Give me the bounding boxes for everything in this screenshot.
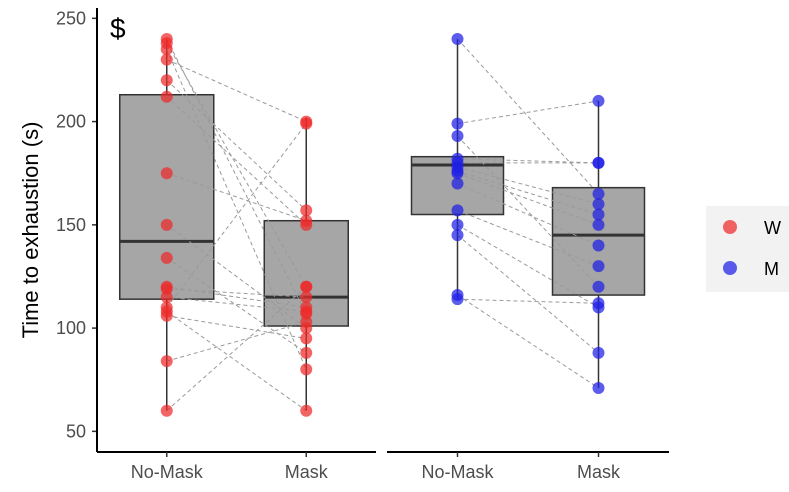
point-w <box>300 214 313 227</box>
point-w <box>300 305 313 318</box>
y-tick-label: 50 <box>66 421 86 441</box>
point-w <box>160 251 173 264</box>
pair-line-w <box>166 257 307 354</box>
point-w <box>300 363 313 376</box>
point-m <box>451 229 464 242</box>
pair-line-w <box>166 49 307 370</box>
pair-line-w <box>166 96 307 226</box>
point-w <box>160 282 173 295</box>
x-tick-label: Mask <box>577 462 621 482</box>
point-m <box>592 260 605 273</box>
point-w <box>300 291 313 304</box>
legend-background <box>706 206 789 292</box>
pair-line-m <box>457 209 599 267</box>
pair-line-m <box>457 158 599 164</box>
point-m <box>592 239 605 252</box>
pair-line-m <box>457 294 599 389</box>
point-w <box>160 355 173 368</box>
pair-line-w <box>166 315 307 339</box>
point-w <box>160 404 173 417</box>
point-m <box>451 32 464 45</box>
pair-line-w <box>166 311 307 412</box>
point-m <box>592 280 605 293</box>
pair-line-w <box>166 59 307 123</box>
pair-line-w <box>166 42 307 288</box>
point-m <box>592 297 605 310</box>
legend: W M <box>706 206 789 292</box>
point-m <box>451 130 464 143</box>
pair-line-w <box>166 172 307 222</box>
legend-label-w: W <box>764 218 781 238</box>
point-m <box>592 208 605 221</box>
legend-label-m: M <box>764 259 779 279</box>
point-m <box>592 94 605 107</box>
y-tick-label: 150 <box>56 215 86 235</box>
plot-layer: 50 100 150 200 250 No-Mask Mask No-Mask Mask <box>56 8 669 482</box>
panel-annotation: $ <box>110 13 126 44</box>
pair-line-m <box>457 170 599 215</box>
pair-line-w <box>166 288 307 298</box>
x-tick-label: No-Mask <box>131 462 204 482</box>
point-w <box>160 43 173 56</box>
point-w <box>300 332 313 345</box>
pair-line-w <box>166 123 307 308</box>
point-m <box>451 218 464 231</box>
pair-line-w <box>166 296 307 313</box>
pair-line-w <box>166 224 307 329</box>
point-w <box>300 315 313 328</box>
point-w <box>160 218 173 231</box>
y-axis-title: Time to exhaustion (s) <box>18 122 43 339</box>
point-m <box>451 177 464 190</box>
y-tick-label: 250 <box>56 8 86 28</box>
pair-line-m <box>457 166 599 205</box>
point-m <box>451 204 464 217</box>
point-m <box>451 167 464 180</box>
point-m <box>592 218 605 231</box>
x-tick-label: No-Mask <box>421 462 494 482</box>
pair-line-w <box>166 79 307 211</box>
pair-line-w <box>166 286 307 412</box>
point-w <box>160 291 173 304</box>
point-w <box>160 90 173 103</box>
pair-line-w <box>166 321 307 362</box>
point-m <box>451 117 464 130</box>
pair-line-w <box>166 38 307 314</box>
point-w <box>160 167 173 180</box>
point-w <box>300 204 313 217</box>
pair-line-m <box>457 183 599 246</box>
y-tick-label: 200 <box>56 112 86 132</box>
legend-key-w <box>723 220 737 234</box>
point-m <box>592 156 605 169</box>
pair-line-m <box>457 234 599 354</box>
point-m <box>592 381 605 394</box>
point-m <box>451 293 464 306</box>
point-w <box>160 53 173 66</box>
point-w <box>160 309 173 322</box>
point-m <box>592 187 605 200</box>
point-w <box>300 280 313 293</box>
point-w <box>300 404 313 417</box>
pair-line-m <box>457 298 599 304</box>
pair-line-m <box>457 224 599 308</box>
pair-line-m <box>457 100 599 125</box>
box-w-no-mask <box>119 93 215 300</box>
x-tick-label: Mask <box>285 462 329 482</box>
point-w <box>160 74 173 87</box>
point-w <box>300 346 313 359</box>
point-m <box>592 198 605 211</box>
legend-key-m <box>723 261 737 275</box>
y-tick-label: 100 <box>56 318 86 338</box>
point-m <box>592 346 605 359</box>
point-w <box>300 117 313 130</box>
